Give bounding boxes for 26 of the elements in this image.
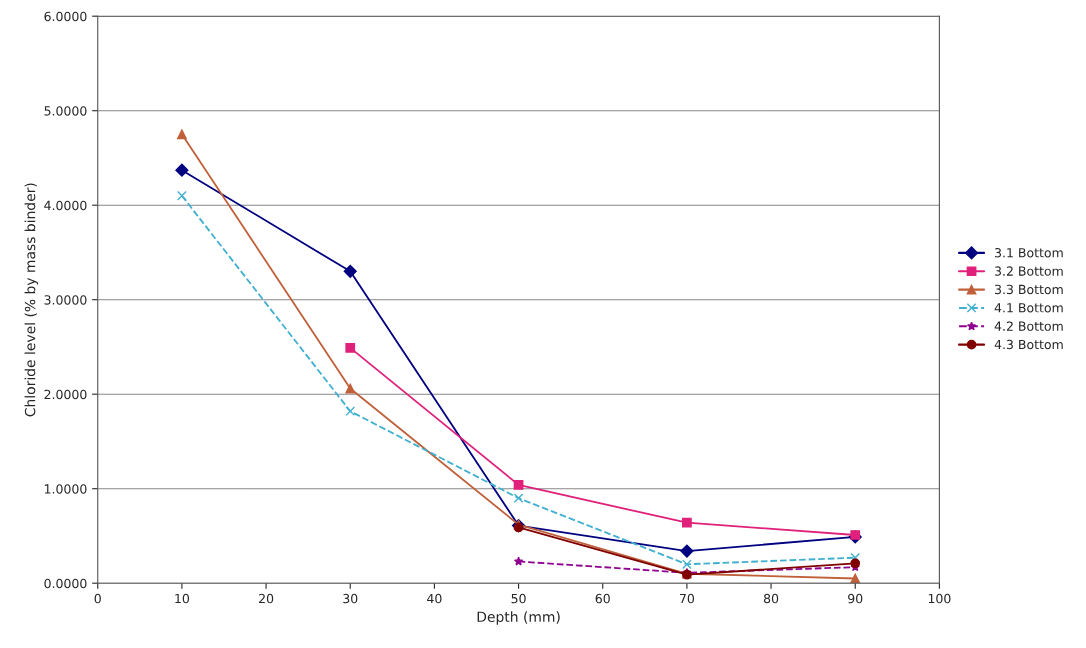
x-tick-label: 70: [679, 593, 695, 604]
x-tick-label: 50: [511, 593, 526, 604]
y-tick-label: 5.0000: [44, 106, 87, 116]
x-axis-title: Depth (mm): [477, 611, 560, 625]
x-tick-label: 40: [427, 593, 442, 604]
x-tick-label: 20: [259, 593, 274, 604]
x-tick-label: 10: [175, 593, 190, 604]
legend-label: 3.1 Bottom: [995, 248, 1063, 258]
y-tick-label: 3.0000: [44, 295, 87, 305]
x-tick-label: 0: [94, 593, 101, 604]
x-tick-label: 80: [763, 593, 779, 604]
y-tick-label: 2.0000: [44, 389, 87, 400]
legend-label: 4.2 Bottom: [994, 321, 1063, 331]
y-tick-label: 6.0000: [44, 11, 87, 22]
legend-label: 3.3 Bottom: [995, 284, 1063, 295]
y-tick-label: 0.0000: [44, 578, 87, 589]
legend-label: 4.1 Bottom: [994, 303, 1063, 313]
x-tick-label: 90: [848, 593, 863, 604]
legend-label: 4.3 Bottom: [994, 339, 1063, 350]
y-tick-label: 4.0000: [44, 200, 87, 211]
legend-label: 3.2 Bottom: [995, 266, 1063, 276]
y-axis-title: Chloride level (% by mass binder): [24, 183, 39, 417]
x-tick-label: 30: [343, 593, 358, 604]
y-tick-label: 1.0000: [44, 484, 87, 494]
x-tick-label: 100: [928, 593, 951, 604]
x-tick-label: 60: [595, 593, 610, 604]
